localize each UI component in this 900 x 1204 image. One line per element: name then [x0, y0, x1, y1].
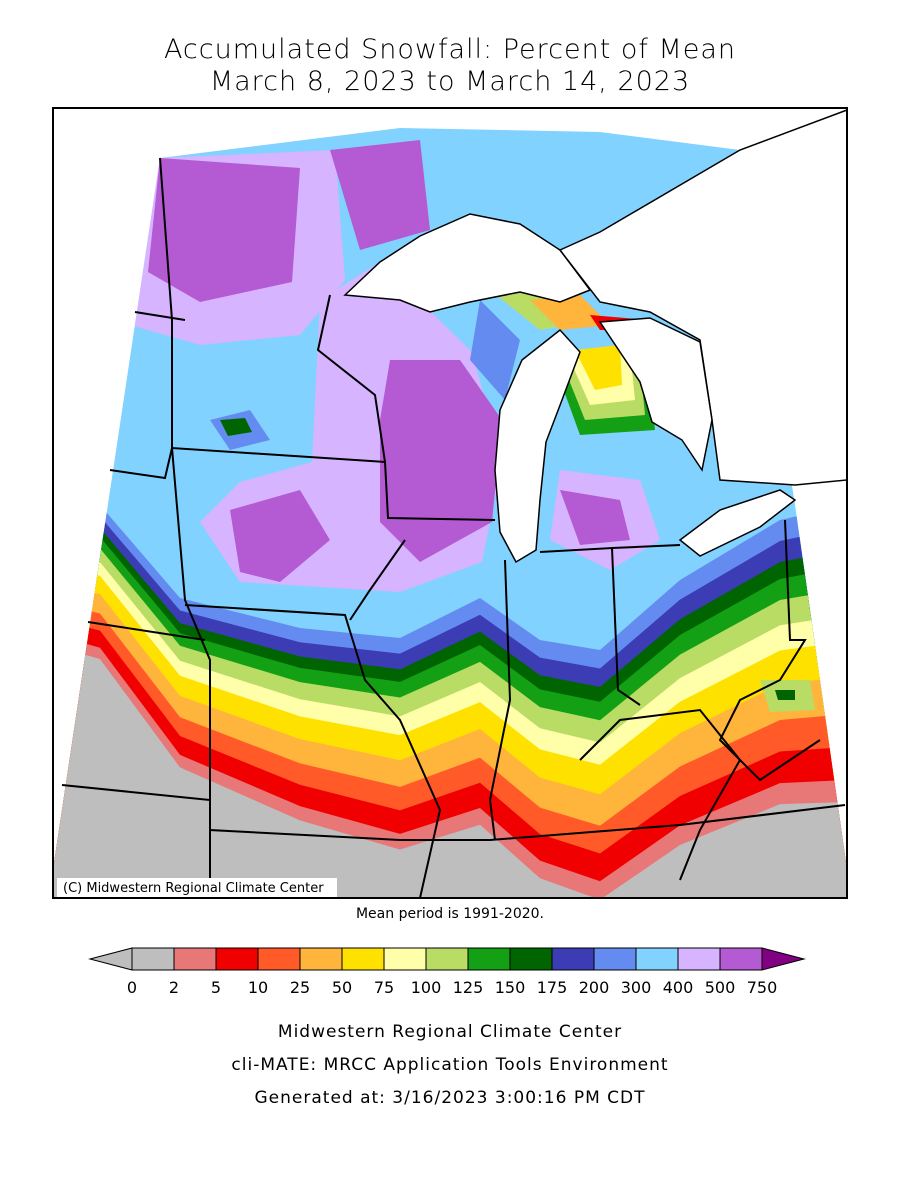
map: [53, 128, 847, 898]
legend-swatch: [131, 947, 175, 971]
legend-label: 50: [332, 978, 352, 997]
state-line: [488, 559, 512, 841]
footer-line: Generated at: 3/16/2023 3:00:16 PM CDT: [255, 1088, 646, 1108]
state-line: [109, 446, 496, 521]
legend-label: 500: [705, 978, 736, 997]
legend: 0 2 5 10 25 50 75 100 125 150 175 200 300 400 500 750: [88, 947, 806, 997]
footer-line: Midwestern Regional Climate Center: [278, 1022, 622, 1042]
legend-swatch: [341, 947, 385, 971]
shade: [380, 360, 502, 562]
shade: [148, 158, 300, 302]
map-frame: [52, 107, 848, 899]
legend-over: [761, 947, 806, 971]
mean-period: Mean period is 1991-2020.: [356, 906, 544, 922]
legend-swatch: [425, 947, 469, 971]
legend-label: 75: [374, 978, 394, 997]
legend-label: 25: [290, 978, 310, 997]
legend-swatch: [551, 947, 595, 971]
copyright: (C) Midwestern Regional Climate Center: [63, 881, 324, 896]
legend-under: [88, 947, 133, 971]
legend-swatch: [299, 947, 343, 971]
legend-swatch: [509, 947, 553, 971]
shade: [470, 300, 520, 400]
legend-swatch: [635, 947, 679, 971]
map-overlay: (C) Midwestern Regional Climate Center: [52, 107, 848, 899]
state-line: [539, 546, 641, 706]
legend-swatch: [719, 947, 763, 971]
subtitle: March 8, 2023 to March 14, 2023: [210, 66, 690, 97]
state-lines: [61, 157, 846, 899]
state-line: [159, 157, 211, 898]
legend-label: 10: [248, 978, 268, 997]
title: Accumulated Snowfall: Percent of Mean: [164, 34, 736, 65]
legend-swatch: [467, 947, 511, 971]
legend-swatch: [257, 947, 301, 971]
state-line: [349, 539, 406, 621]
legend-label: 2: [169, 978, 179, 997]
shade: [530, 295, 610, 330]
legend-label: 125: [453, 978, 484, 997]
lake-huron: [598, 317, 713, 472]
copyright-box: [57, 878, 337, 897]
lake-michigan: [494, 328, 581, 564]
state-line: [579, 708, 742, 881]
state-line: [718, 519, 821, 782]
shade: [775, 690, 795, 700]
state-line: [316, 294, 386, 463]
state-line: [134, 311, 186, 321]
shade: [230, 490, 330, 582]
footer-line: cli-MATE: MRCC Application Tools Environ…: [231, 1055, 668, 1075]
legend-label: 750: [747, 978, 778, 997]
shade: [560, 490, 630, 545]
legend-swatch: [215, 947, 259, 971]
legend-label: 300: [621, 978, 652, 997]
legend-swatch: [173, 947, 217, 971]
state-line: [184, 604, 442, 899]
state-line: [87, 621, 206, 641]
state-line: [611, 544, 681, 549]
shade: [330, 140, 430, 250]
shade: [220, 418, 252, 436]
legend-swatch: [677, 947, 721, 971]
legend-label: 100: [411, 978, 442, 997]
legend-swatch: [383, 947, 427, 971]
state-line: [61, 784, 846, 841]
legend-label: 400: [663, 978, 694, 997]
shade: [575, 345, 622, 390]
legend-swatch: [593, 947, 637, 971]
legend-label: 200: [579, 978, 610, 997]
canada: [558, 108, 848, 486]
legend-label: 0: [127, 978, 137, 997]
legend-label: 175: [537, 978, 568, 997]
legend-label: 150: [495, 978, 526, 997]
legend-label: 5: [211, 978, 221, 997]
shade: [53, 645, 847, 898]
lake-erie: [678, 489, 797, 557]
